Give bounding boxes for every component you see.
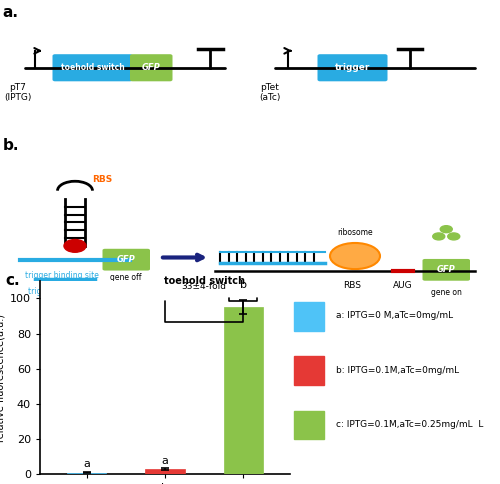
Text: ribosome: ribosome [337, 228, 373, 237]
Text: gene off: gene off [110, 272, 142, 282]
FancyBboxPatch shape [422, 259, 470, 281]
FancyBboxPatch shape [294, 356, 324, 385]
FancyBboxPatch shape [52, 54, 132, 81]
Text: 33±4-fold: 33±4-fold [182, 282, 226, 291]
Bar [224, 307, 262, 474]
Text: toehold switch: toehold switch [164, 276, 244, 286]
Text: RBS: RBS [92, 175, 113, 183]
Text: a: a [162, 455, 168, 466]
FancyBboxPatch shape [318, 54, 388, 81]
Text: trigger: trigger [335, 63, 370, 72]
Text: GFP: GFP [142, 63, 161, 72]
Text: gene on: gene on [431, 288, 462, 297]
Bar [146, 469, 184, 474]
Circle shape [448, 233, 460, 240]
Text: AUG: AUG [68, 243, 82, 248]
FancyBboxPatch shape [294, 410, 324, 439]
Text: trigger binding site: trigger binding site [25, 271, 99, 280]
FancyBboxPatch shape [130, 54, 172, 81]
Text: c: IPTG=0.1M,aTc=0.25mg/mL  L: c: IPTG=0.1M,aTc=0.25mg/mL L [336, 420, 484, 429]
Bar [68, 472, 106, 474]
Text: c.: c. [5, 273, 20, 288]
Text: a.: a. [2, 5, 18, 20]
Y-axis label: relative fluorescence(a.u.): relative fluorescence(a.u.) [0, 314, 6, 441]
Text: GFP: GFP [437, 265, 456, 274]
Circle shape [440, 226, 452, 233]
Text: GFP: GFP [117, 255, 136, 264]
Text: b: b [240, 280, 246, 289]
Text: toehold switch: toehold switch [60, 63, 124, 72]
FancyBboxPatch shape [102, 249, 150, 271]
Text: AUG: AUG [392, 281, 412, 290]
Text: b: IPTG=0.1M,aTc=0mg/mL: b: IPTG=0.1M,aTc=0mg/mL [336, 365, 460, 375]
Text: pT7
(IPTG): pT7 (IPTG) [4, 83, 31, 103]
Ellipse shape [330, 243, 380, 269]
Text: a: IPTG=0 M,aTc=0mg/mL: a: IPTG=0 M,aTc=0mg/mL [336, 311, 454, 320]
FancyBboxPatch shape [294, 302, 324, 331]
Circle shape [64, 240, 86, 252]
Text: pTet
(aTc): pTet (aTc) [260, 83, 280, 103]
Text: trigger RNA: trigger RNA [28, 287, 72, 296]
Text: RBS: RBS [344, 281, 361, 290]
Text: a: a [84, 459, 90, 469]
Circle shape [433, 233, 445, 240]
Text: b.: b. [2, 138, 19, 153]
